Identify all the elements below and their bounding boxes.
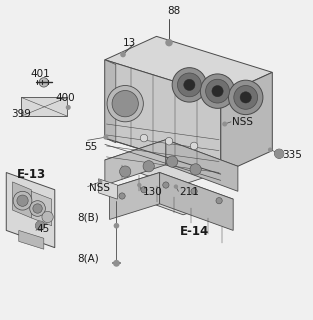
Circle shape (222, 122, 227, 126)
Circle shape (174, 184, 178, 189)
Circle shape (190, 164, 201, 175)
Circle shape (98, 180, 102, 184)
Circle shape (143, 161, 154, 172)
Circle shape (177, 73, 201, 97)
Circle shape (119, 193, 125, 199)
Circle shape (33, 204, 42, 213)
Text: NSS: NSS (89, 182, 110, 193)
Polygon shape (105, 140, 166, 185)
Circle shape (112, 91, 138, 117)
Circle shape (120, 52, 126, 57)
Circle shape (190, 142, 198, 150)
Text: 399: 399 (11, 109, 31, 119)
Polygon shape (99, 179, 117, 199)
Polygon shape (105, 36, 272, 96)
Circle shape (30, 201, 45, 216)
Circle shape (275, 149, 284, 158)
Text: 13: 13 (123, 38, 136, 48)
Text: 45: 45 (37, 225, 50, 235)
Text: 211: 211 (179, 187, 199, 197)
Circle shape (184, 79, 195, 91)
Circle shape (165, 39, 173, 46)
Polygon shape (160, 172, 233, 230)
Text: 55: 55 (85, 141, 98, 152)
Polygon shape (110, 172, 233, 215)
Polygon shape (221, 72, 272, 174)
Text: 130: 130 (142, 187, 162, 197)
Circle shape (234, 85, 258, 109)
Polygon shape (13, 182, 31, 218)
Circle shape (17, 195, 28, 206)
Text: 400: 400 (56, 93, 75, 103)
Circle shape (42, 211, 53, 223)
Text: 88: 88 (167, 6, 180, 16)
Circle shape (39, 78, 49, 87)
Circle shape (206, 79, 229, 103)
Circle shape (172, 68, 207, 102)
Polygon shape (6, 172, 55, 248)
Circle shape (167, 156, 178, 167)
Circle shape (163, 182, 169, 188)
Polygon shape (19, 230, 44, 249)
Circle shape (114, 223, 119, 228)
Polygon shape (105, 60, 221, 174)
Polygon shape (21, 97, 67, 116)
Polygon shape (105, 60, 116, 143)
Circle shape (35, 221, 45, 230)
Polygon shape (31, 191, 52, 226)
Circle shape (137, 183, 141, 187)
Text: 8(A): 8(A) (78, 253, 99, 264)
Circle shape (120, 166, 131, 177)
Circle shape (13, 191, 32, 210)
Circle shape (228, 80, 263, 115)
Circle shape (103, 135, 108, 140)
Circle shape (165, 138, 173, 145)
Circle shape (275, 149, 284, 158)
Circle shape (113, 260, 120, 267)
Text: E-13: E-13 (17, 168, 46, 180)
Circle shape (212, 85, 223, 97)
Polygon shape (105, 140, 238, 187)
Circle shape (240, 92, 251, 103)
Circle shape (35, 221, 45, 230)
Text: E-14: E-14 (180, 225, 209, 238)
Circle shape (66, 105, 71, 110)
Text: NSS: NSS (232, 117, 253, 127)
Circle shape (200, 74, 235, 108)
Circle shape (216, 197, 222, 204)
Polygon shape (110, 172, 160, 220)
Circle shape (141, 187, 147, 193)
Circle shape (268, 148, 272, 152)
Circle shape (140, 134, 148, 142)
Text: 335: 335 (282, 150, 301, 160)
Circle shape (191, 188, 197, 195)
Circle shape (107, 85, 143, 122)
Text: 401: 401 (31, 69, 50, 79)
Text: 8(B): 8(B) (78, 213, 99, 223)
Polygon shape (166, 140, 238, 191)
